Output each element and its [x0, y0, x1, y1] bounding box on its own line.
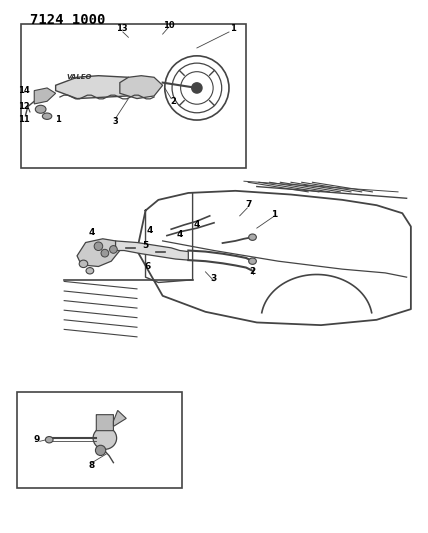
Polygon shape [34, 88, 56, 104]
Text: 7124 1000: 7124 1000 [30, 13, 105, 27]
Polygon shape [120, 76, 163, 99]
Polygon shape [56, 76, 137, 99]
Text: 3: 3 [113, 117, 119, 126]
Text: 14: 14 [18, 86, 30, 95]
Circle shape [181, 71, 213, 104]
Text: 13: 13 [116, 25, 128, 33]
Polygon shape [116, 241, 188, 260]
Text: 8: 8 [89, 461, 95, 470]
Text: 3: 3 [211, 274, 217, 282]
Text: 1: 1 [230, 25, 236, 33]
Ellipse shape [79, 260, 88, 268]
Text: 4: 4 [147, 226, 153, 235]
Text: VALEO: VALEO [66, 74, 92, 80]
Bar [17, 392, 182, 488]
Text: 9: 9 [33, 435, 39, 444]
Polygon shape [113, 410, 126, 426]
Ellipse shape [35, 106, 46, 114]
Text: 2: 2 [250, 268, 256, 276]
Polygon shape [77, 239, 120, 266]
Text: 4: 4 [177, 230, 183, 239]
Text: 11: 11 [18, 116, 30, 124]
Ellipse shape [249, 234, 256, 240]
Ellipse shape [86, 268, 94, 274]
Text: 4: 4 [194, 221, 200, 229]
Circle shape [95, 445, 106, 456]
Ellipse shape [93, 427, 116, 449]
Text: 10: 10 [163, 21, 175, 29]
FancyBboxPatch shape [96, 415, 113, 431]
Ellipse shape [45, 437, 53, 443]
Bar [21, 24, 246, 168]
Text: 7: 7 [245, 200, 251, 209]
Circle shape [165, 56, 229, 120]
Text: 12: 12 [18, 102, 30, 111]
Text: 5: 5 [143, 241, 149, 249]
Ellipse shape [42, 113, 52, 119]
Text: 6: 6 [145, 262, 151, 271]
Text: 2: 2 [170, 97, 176, 106]
Circle shape [101, 249, 109, 257]
Text: 1: 1 [55, 116, 61, 124]
Circle shape [110, 246, 117, 253]
Text: 1: 1 [271, 210, 277, 219]
Circle shape [172, 63, 222, 113]
Circle shape [94, 242, 103, 251]
Circle shape [192, 83, 202, 93]
Text: 4: 4 [89, 229, 95, 237]
Ellipse shape [249, 258, 256, 264]
